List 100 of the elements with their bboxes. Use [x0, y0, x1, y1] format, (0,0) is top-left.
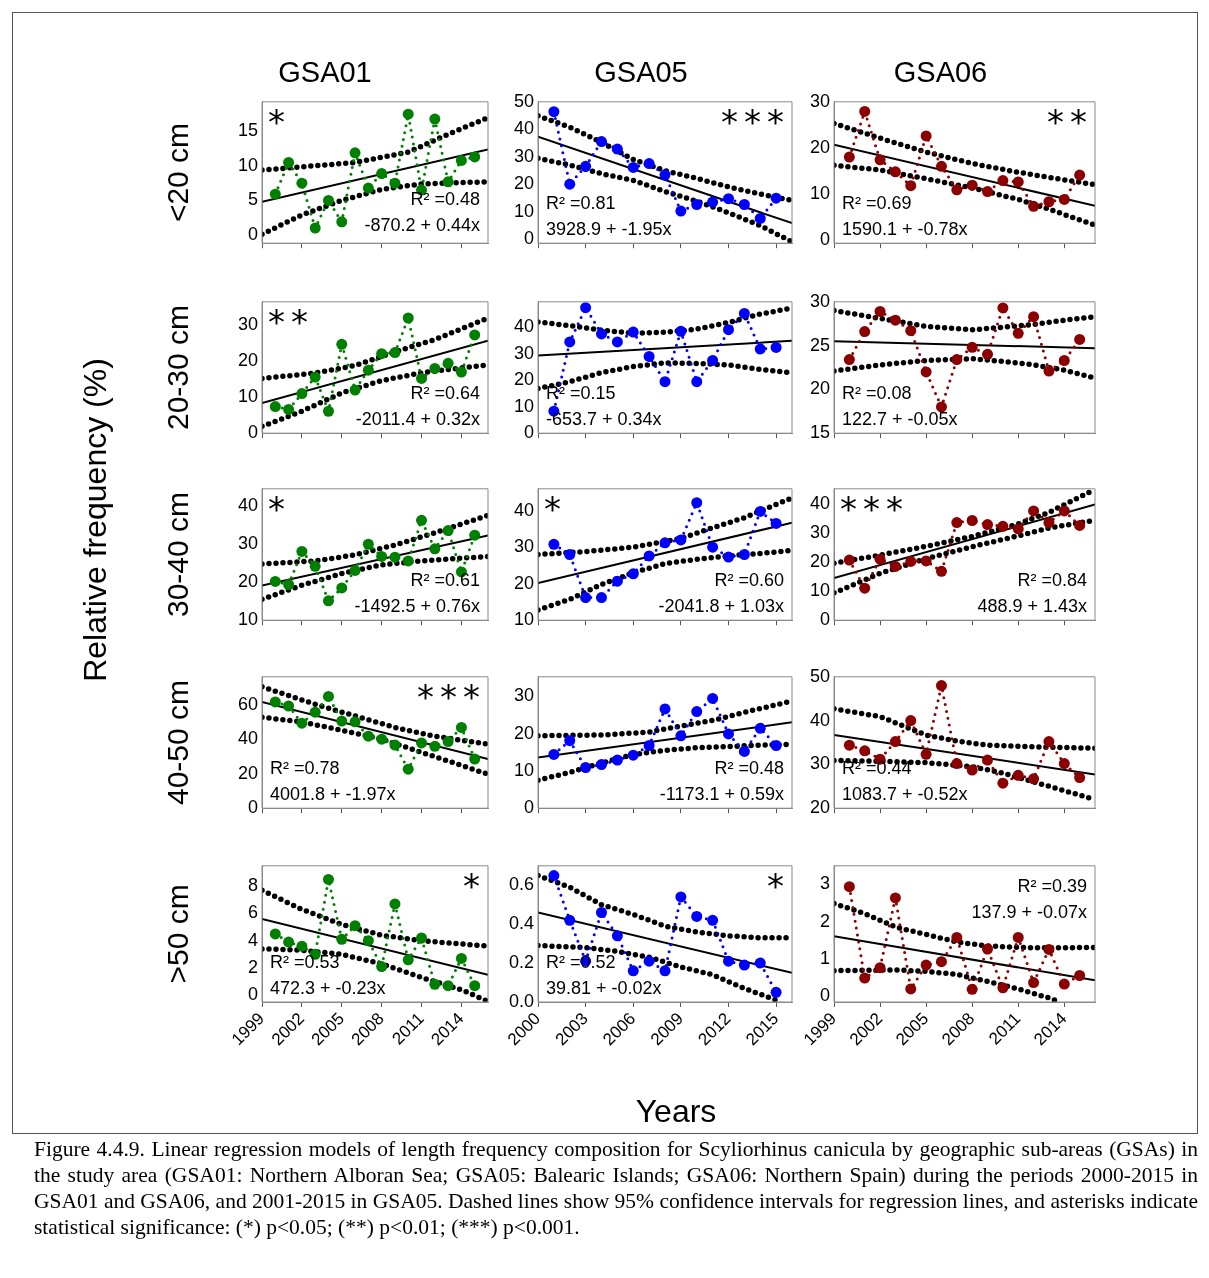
y-tick-label: 20: [513, 173, 534, 194]
y-tick-label: 8: [247, 875, 258, 896]
point: [723, 551, 734, 563]
y-tick-label: 2: [247, 956, 258, 977]
point: [564, 735, 576, 747]
point: [389, 739, 401, 751]
annotation: R² =0.48: [714, 758, 784, 779]
annotation: R² =0.84: [1017, 570, 1087, 591]
point: [874, 154, 886, 166]
point: [707, 692, 719, 704]
point: [659, 169, 671, 181]
point: [1074, 519, 1086, 531]
point: [548, 870, 560, 882]
point: [738, 307, 750, 319]
point: [707, 914, 719, 926]
point: [469, 329, 481, 341]
point: [997, 520, 1009, 532]
point: [889, 892, 901, 904]
y-tick-label: 40: [513, 118, 534, 139]
annotation: R² =0.78: [270, 758, 340, 779]
point: [580, 160, 592, 172]
y-tick-label: 10: [809, 580, 830, 601]
y-axis-title: <20 cm: [161, 122, 195, 223]
point: [1028, 773, 1040, 785]
point: [920, 748, 932, 760]
point: [269, 575, 281, 587]
point: [723, 324, 734, 336]
chart-title: GSA05: [594, 56, 688, 89]
point: [611, 754, 623, 766]
y-tick-label: 40: [513, 499, 534, 520]
y-tick-label: 15: [237, 120, 258, 141]
y-tick-label: 10: [809, 182, 830, 203]
point: [935, 160, 947, 172]
point: [707, 354, 719, 366]
point: [643, 739, 655, 751]
annotation: R² =0.69: [842, 193, 912, 214]
point: [859, 105, 871, 117]
point: [1012, 327, 1024, 339]
point: [389, 347, 401, 359]
point: [889, 166, 901, 178]
point: [309, 371, 321, 383]
point: [362, 935, 374, 947]
y-axis-title: 30-40 cm: [161, 491, 195, 618]
annotation: ***: [840, 488, 909, 529]
point: [336, 582, 348, 594]
point: [675, 891, 687, 903]
annotation: R² =0.48: [410, 189, 480, 210]
point: [723, 193, 734, 205]
point: [859, 972, 871, 984]
point: [349, 564, 361, 576]
point: [389, 898, 401, 910]
point: [966, 341, 978, 353]
point: [269, 188, 281, 200]
point: [905, 325, 917, 337]
point: [322, 595, 334, 607]
y-tick-label: 20: [513, 369, 534, 390]
point: [548, 106, 560, 118]
point: [596, 328, 607, 340]
point: [1028, 311, 1040, 323]
point: [874, 553, 886, 565]
annotation: ***: [721, 101, 790, 142]
point: [982, 943, 994, 955]
y-tick-label: 30: [809, 90, 830, 111]
point: [416, 372, 428, 384]
text: Years: [635, 1093, 717, 1130]
y-tick-label: 20: [809, 378, 830, 399]
point: [336, 216, 348, 228]
annotation: R² =0.15: [546, 383, 616, 404]
point: [691, 376, 703, 388]
point: [322, 405, 334, 417]
point: [935, 956, 947, 968]
y-tick-label: 30: [513, 685, 534, 706]
point: [1058, 758, 1070, 770]
point: [707, 541, 719, 553]
point: [309, 560, 321, 572]
point: [402, 108, 414, 120]
y-tick-label: 15: [809, 422, 830, 443]
point: [966, 764, 978, 776]
point: [580, 762, 592, 774]
point: [564, 178, 576, 190]
point: [770, 517, 782, 529]
point: [843, 739, 855, 751]
y-tick-label: 40: [237, 495, 258, 516]
y-tick-label: 30: [809, 753, 830, 774]
point: [707, 196, 719, 208]
annotation: -1173.1 + 0.59x: [659, 784, 784, 805]
point: [402, 954, 414, 966]
y-tick-label: 2: [819, 910, 830, 931]
point: [659, 965, 671, 977]
point: [1058, 978, 1070, 990]
point: [611, 336, 623, 348]
point: [843, 354, 855, 366]
annotation: R² =0.53: [270, 952, 340, 972]
point: [296, 717, 308, 729]
point: [1043, 365, 1055, 377]
point: [1012, 769, 1024, 781]
point: [1058, 505, 1070, 517]
point: [389, 551, 401, 563]
y-tick-label: 20: [513, 722, 534, 743]
point: [675, 730, 687, 742]
